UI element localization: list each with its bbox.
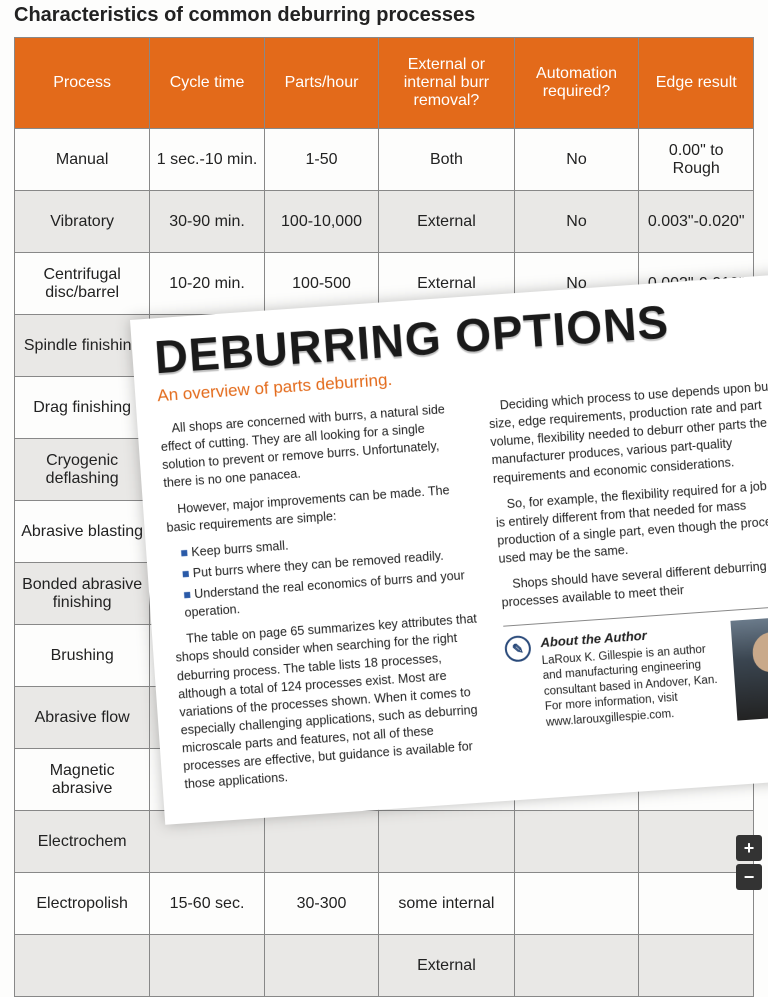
table-cell: 15-60 sec. <box>150 873 264 935</box>
table-cell: 10-20 min. <box>150 253 264 315</box>
table-row: Manual1 sec.-10 min.1-50BothNo0.00" to R… <box>15 129 754 191</box>
table-cell: Manual <box>15 129 150 191</box>
table-cell: some internal <box>379 873 514 935</box>
table-cell <box>514 873 639 935</box>
table-row: Vibratory30-90 min.100-10,000ExternalNo0… <box>15 191 754 253</box>
table-cell: 30-300 <box>264 873 378 935</box>
table-cell: Drag finishing <box>15 377 150 439</box>
author-bio: LaRoux K. Gillespie is an author and man… <box>541 641 727 731</box>
article-p: The table on page 65 summarizes key attr… <box>174 610 492 794</box>
author-icon: ✎ <box>504 635 532 663</box>
article-p: All shops are concerned with burrs, a na… <box>159 399 470 493</box>
table-cell: No <box>514 191 639 253</box>
article-p: So, for example, the flexibility require… <box>494 474 768 568</box>
table-header: Edge result <box>639 38 754 129</box>
table-cell: 0.003"-0.020" <box>639 191 754 253</box>
table-cell: Abrasive blasting <box>15 501 150 563</box>
author-text: About the Author LaRoux K. Gillespie is … <box>540 622 727 732</box>
table-header: Automation required? <box>514 38 639 129</box>
table-cell <box>264 935 378 997</box>
table-cell: 1-50 <box>264 129 378 191</box>
table-cell: No <box>514 129 639 191</box>
table-cell: 1 sec.-10 min. <box>150 129 264 191</box>
table-row: Electrochem <box>15 811 754 873</box>
zoom-in-button[interactable]: + <box>736 835 762 861</box>
table-row: External <box>15 935 754 997</box>
table-cell: 30-90 min. <box>150 191 264 253</box>
author-box: ✎ About the Author LaRoux K. Gillespie i… <box>503 605 768 737</box>
table-row: Electropolish15-60 sec.30-300some intern… <box>15 873 754 935</box>
page-title: Characteristics of common deburring proc… <box>0 0 768 37</box>
table-cell: Electrochem <box>15 811 150 873</box>
table-cell: Both <box>379 129 514 191</box>
table-cell: External <box>379 935 514 997</box>
table-cell <box>15 935 150 997</box>
table-cell <box>264 811 378 873</box>
article-p: Deciding which process to use depends up… <box>487 376 768 488</box>
table-header: Parts/hour <box>264 38 378 129</box>
table-cell: 0.00" to Rough <box>639 129 754 191</box>
table-cell: 100-10,000 <box>264 191 378 253</box>
article-overlay: DEBURRING OPTIONS An overview of parts d… <box>130 273 768 826</box>
table-cell: Bonded abrasive finishing <box>15 563 150 625</box>
table-cell: Electropolish <box>15 873 150 935</box>
table-cell: Vibratory <box>15 191 150 253</box>
table-cell <box>150 935 264 997</box>
table-header: Cycle time <box>150 38 264 129</box>
table-cell: Cryogenic deflashing <box>15 439 150 501</box>
article-body: All shops are concerned with burrs, a na… <box>159 376 768 794</box>
table-cell <box>379 811 514 873</box>
table-header: Process <box>15 38 150 129</box>
table-cell <box>514 811 639 873</box>
table-cell: Centrifugal disc/barrel <box>15 253 150 315</box>
table-cell: External <box>379 191 514 253</box>
article-bullets: Keep burrs small.Put burrs where they ca… <box>180 523 480 622</box>
table-cell: Brushing <box>15 625 150 687</box>
zoom-out-button[interactable]: − <box>736 864 762 890</box>
table-cell <box>514 935 639 997</box>
table-cell: Abrasive flow <box>15 687 150 749</box>
table-header: External or internal burr removal? <box>379 38 514 129</box>
author-photo <box>730 616 768 721</box>
zoom-controls: + − <box>736 835 762 890</box>
table-cell <box>639 935 754 997</box>
table-cell: Magnetic abrasive <box>15 749 150 811</box>
